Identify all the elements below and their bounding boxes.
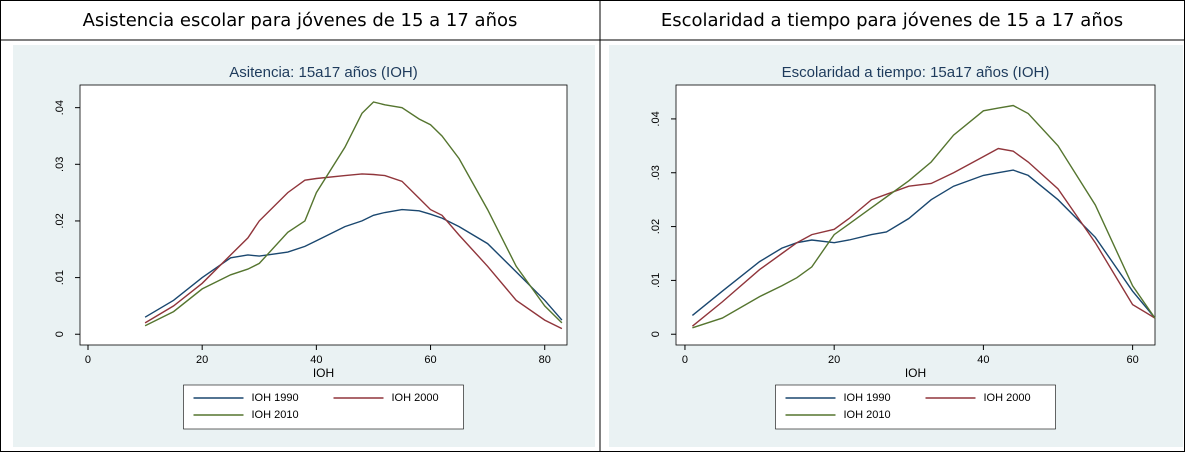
- y-tick-label: .04: [54, 100, 66, 115]
- cell-header: Asistencia escolar para jóvenes de 15 a …: [83, 10, 518, 31]
- x-tick-label: 0: [682, 354, 688, 366]
- plot-region: [675, 84, 1156, 346]
- y-tick-label: .02: [650, 219, 662, 234]
- plot-region: [79, 84, 568, 346]
- cell-header: Escolaridad a tiempo para jóvenes de 15 …: [661, 10, 1123, 31]
- x-tick-label: 40: [977, 354, 989, 366]
- legend: [775, 384, 1056, 430]
- legend-label: IOH 2010: [252, 409, 299, 421]
- legend: [183, 384, 464, 430]
- chart: Asitencia: 15a17 años (IOH) 0 .01 .02 .03 .04…: [13, 45, 595, 447]
- x-axis-label: IOH: [905, 366, 926, 380]
- legend-label: IOH 1990: [252, 392, 299, 404]
- legend-label: IOH 2000: [392, 392, 439, 404]
- y-tick-label: 0: [54, 331, 66, 337]
- x-axis-label: IOH: [313, 366, 334, 380]
- x-tick-label: 60: [424, 354, 436, 366]
- y-tick-label: .03: [650, 165, 662, 180]
- series-line: [144, 173, 563, 330]
- y-tick-label: 0: [650, 331, 662, 337]
- x-tick-label: 80: [539, 354, 551, 366]
- x-tick-label: 20: [828, 354, 840, 366]
- y-tick-label: .02: [54, 213, 66, 228]
- chart-title: Escolaridad a tiempo: 15a17 años (IOH): [782, 64, 1050, 81]
- series-line: [144, 208, 563, 321]
- chart: Escolaridad a tiempo: 15a17 años (IOH) 0.…: [609, 45, 1183, 447]
- y-tick-label: .03: [54, 157, 66, 172]
- series-line: [691, 147, 1156, 327]
- legend-label: IOH 2010: [844, 409, 891, 421]
- y-tick-label: .04: [650, 111, 662, 126]
- series-line: [144, 101, 563, 327]
- legend-label: IOH 2000: [984, 392, 1031, 404]
- series-line: [692, 104, 1156, 329]
- chart-title: Asitencia: 15a17 años (IOH): [229, 64, 417, 81]
- y-tick-label: .01: [650, 273, 662, 288]
- x-tick-label: 40: [310, 354, 322, 366]
- x-tick-label: 60: [1126, 354, 1138, 366]
- y-tick-label: .01: [54, 270, 66, 285]
- legend-label: IOH 1990: [844, 392, 891, 404]
- x-tick-label: 20: [196, 354, 208, 366]
- x-tick-label: 0: [85, 354, 91, 366]
- series-line: [691, 169, 1156, 319]
